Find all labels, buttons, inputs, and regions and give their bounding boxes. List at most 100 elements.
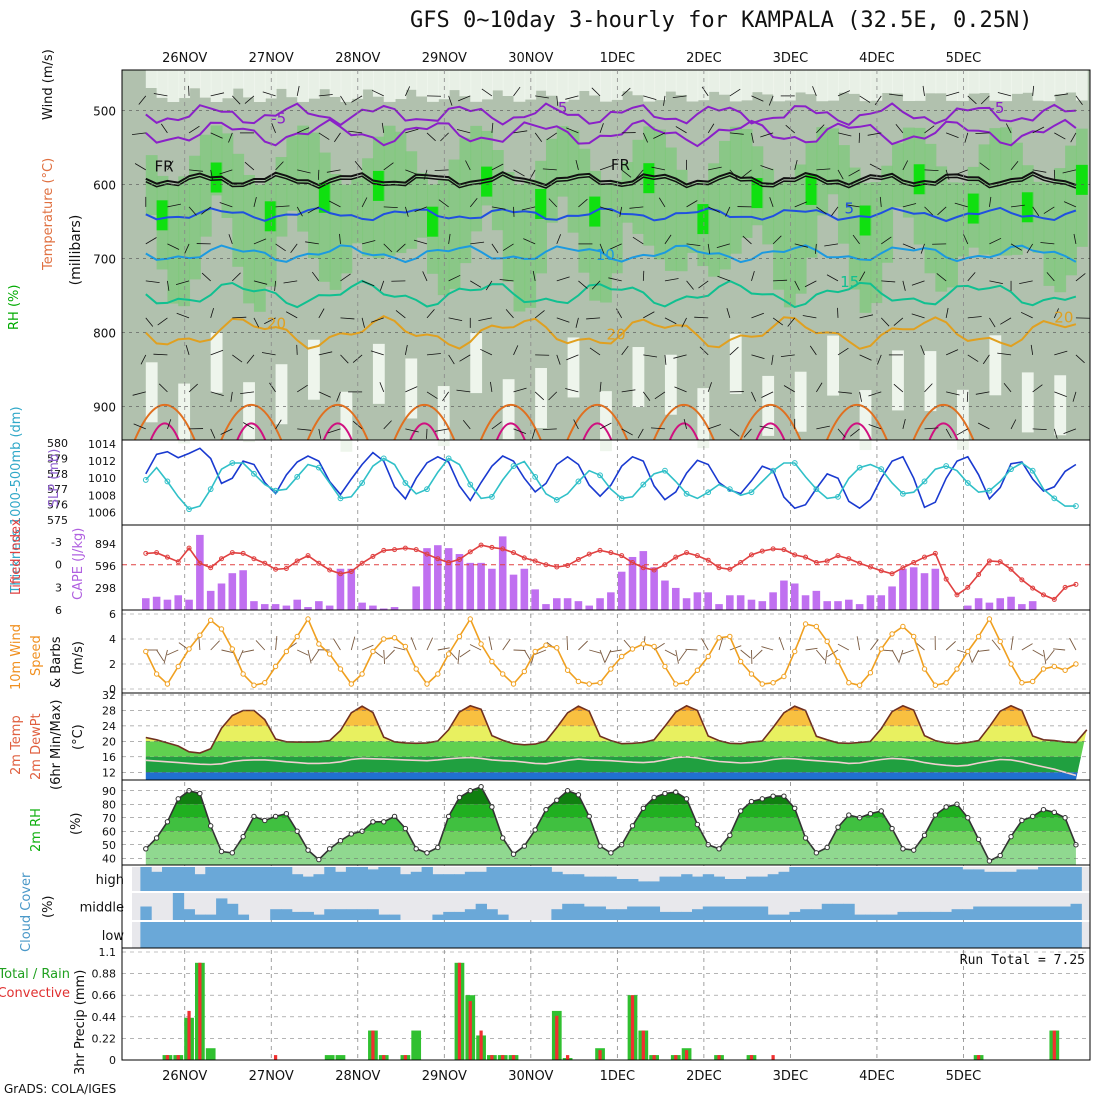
rh-cell xyxy=(189,155,201,280)
cloud-cell xyxy=(681,874,693,891)
li-point xyxy=(597,547,603,553)
cloud-cell xyxy=(140,867,152,891)
wind-point xyxy=(391,635,398,641)
contour-label: 20 xyxy=(1054,308,1073,326)
wind-tick-label: 6 xyxy=(109,608,116,621)
cloud-cell xyxy=(702,874,715,891)
wind-barb xyxy=(911,313,925,319)
cloud-cell xyxy=(594,906,606,920)
pressure-tick-label: 900 xyxy=(93,401,116,415)
rh-point xyxy=(1008,833,1014,840)
li-point xyxy=(164,554,170,560)
cloud-cell xyxy=(1059,867,1072,891)
cloud-cell xyxy=(973,922,985,948)
wind-barb xyxy=(1040,242,1055,245)
thickness-series-point xyxy=(553,497,560,503)
precip-convective-bar xyxy=(176,1055,180,1060)
cloud-cell xyxy=(1048,922,1061,948)
wind-barb xyxy=(318,308,325,319)
precip-convective-bar xyxy=(479,1030,483,1060)
li-point xyxy=(1030,585,1036,591)
wind-barb xyxy=(575,159,579,170)
li-point xyxy=(186,545,192,551)
rh-cell xyxy=(318,70,331,90)
rh-cell xyxy=(243,70,255,98)
wind-barb xyxy=(707,123,715,134)
surface-wind-barb xyxy=(1021,643,1033,651)
panel-frame xyxy=(121,947,1091,1061)
surface-wind-barb xyxy=(824,649,828,664)
rh-point xyxy=(759,796,765,802)
wind-barb xyxy=(513,345,519,356)
wind-barb xyxy=(859,314,874,319)
wind-barb xyxy=(881,280,896,283)
rh-point xyxy=(651,794,657,801)
wind-barb xyxy=(535,95,549,99)
rh-cell xyxy=(664,70,677,92)
cloud-cell xyxy=(583,922,596,948)
cape-bar xyxy=(509,574,518,610)
rh-cell xyxy=(859,182,872,313)
wind-barb xyxy=(153,353,168,356)
rh-cell xyxy=(632,347,645,408)
precip-convective-bar xyxy=(511,1055,516,1060)
wind-point xyxy=(294,633,300,640)
contour-label: FR xyxy=(154,157,173,175)
rh-cell xyxy=(1021,372,1034,433)
li-point xyxy=(229,550,235,556)
li-point xyxy=(738,559,744,565)
wind-point xyxy=(683,680,690,686)
li-point xyxy=(316,560,322,566)
surface-wind-barb xyxy=(1032,649,1044,657)
wind-barb xyxy=(599,165,613,171)
panel-frame xyxy=(121,524,1091,611)
rh-cell xyxy=(189,70,201,89)
wind-barb xyxy=(725,206,731,217)
wind-barb xyxy=(318,351,333,356)
thickness-series-point xyxy=(251,470,257,477)
cloud-cell xyxy=(302,922,314,948)
wind-barb xyxy=(924,125,935,134)
cloud-cell xyxy=(432,914,444,920)
cloud-cell xyxy=(627,906,639,920)
contour-25 xyxy=(826,403,888,441)
li-point xyxy=(878,568,884,574)
wind-barb xyxy=(794,201,808,208)
thickness-series xyxy=(145,457,1076,511)
wind-barb xyxy=(1010,243,1022,251)
wind-barb xyxy=(946,91,960,97)
cape-bar xyxy=(780,580,788,610)
rh-cell xyxy=(567,70,580,100)
wind-barb xyxy=(814,243,817,254)
wind-barb xyxy=(1053,428,1058,439)
wind-point xyxy=(510,681,517,687)
wind-point xyxy=(759,681,765,687)
cloud-cell xyxy=(562,903,574,920)
rh-point xyxy=(218,848,225,855)
cape-bar xyxy=(271,604,280,610)
temp-band xyxy=(145,756,1087,773)
wind-barb xyxy=(609,243,622,250)
wind-barb xyxy=(339,233,341,244)
surface-wind-barb xyxy=(255,640,266,651)
wind-barb xyxy=(534,132,543,142)
wind-barb xyxy=(264,317,276,325)
slp-axis-label: SLP (mb) xyxy=(47,449,62,508)
wind-barb xyxy=(642,132,649,143)
li-point xyxy=(1019,577,1025,583)
cloud-cell xyxy=(162,867,174,891)
li-point xyxy=(175,559,181,565)
cloud-cell xyxy=(605,909,617,920)
thickness-series-point xyxy=(878,466,885,473)
rh-point xyxy=(770,793,776,799)
thickness-series-point xyxy=(943,463,950,469)
wind-point xyxy=(997,638,1003,645)
wind-barb xyxy=(246,354,255,364)
rh-point xyxy=(305,847,311,853)
wind-point xyxy=(835,658,841,665)
wind-barb xyxy=(902,280,906,291)
wind-barb xyxy=(742,235,752,245)
cape-bar xyxy=(325,605,334,610)
surface-wind-barb xyxy=(156,649,165,662)
wind-barb xyxy=(954,202,968,208)
